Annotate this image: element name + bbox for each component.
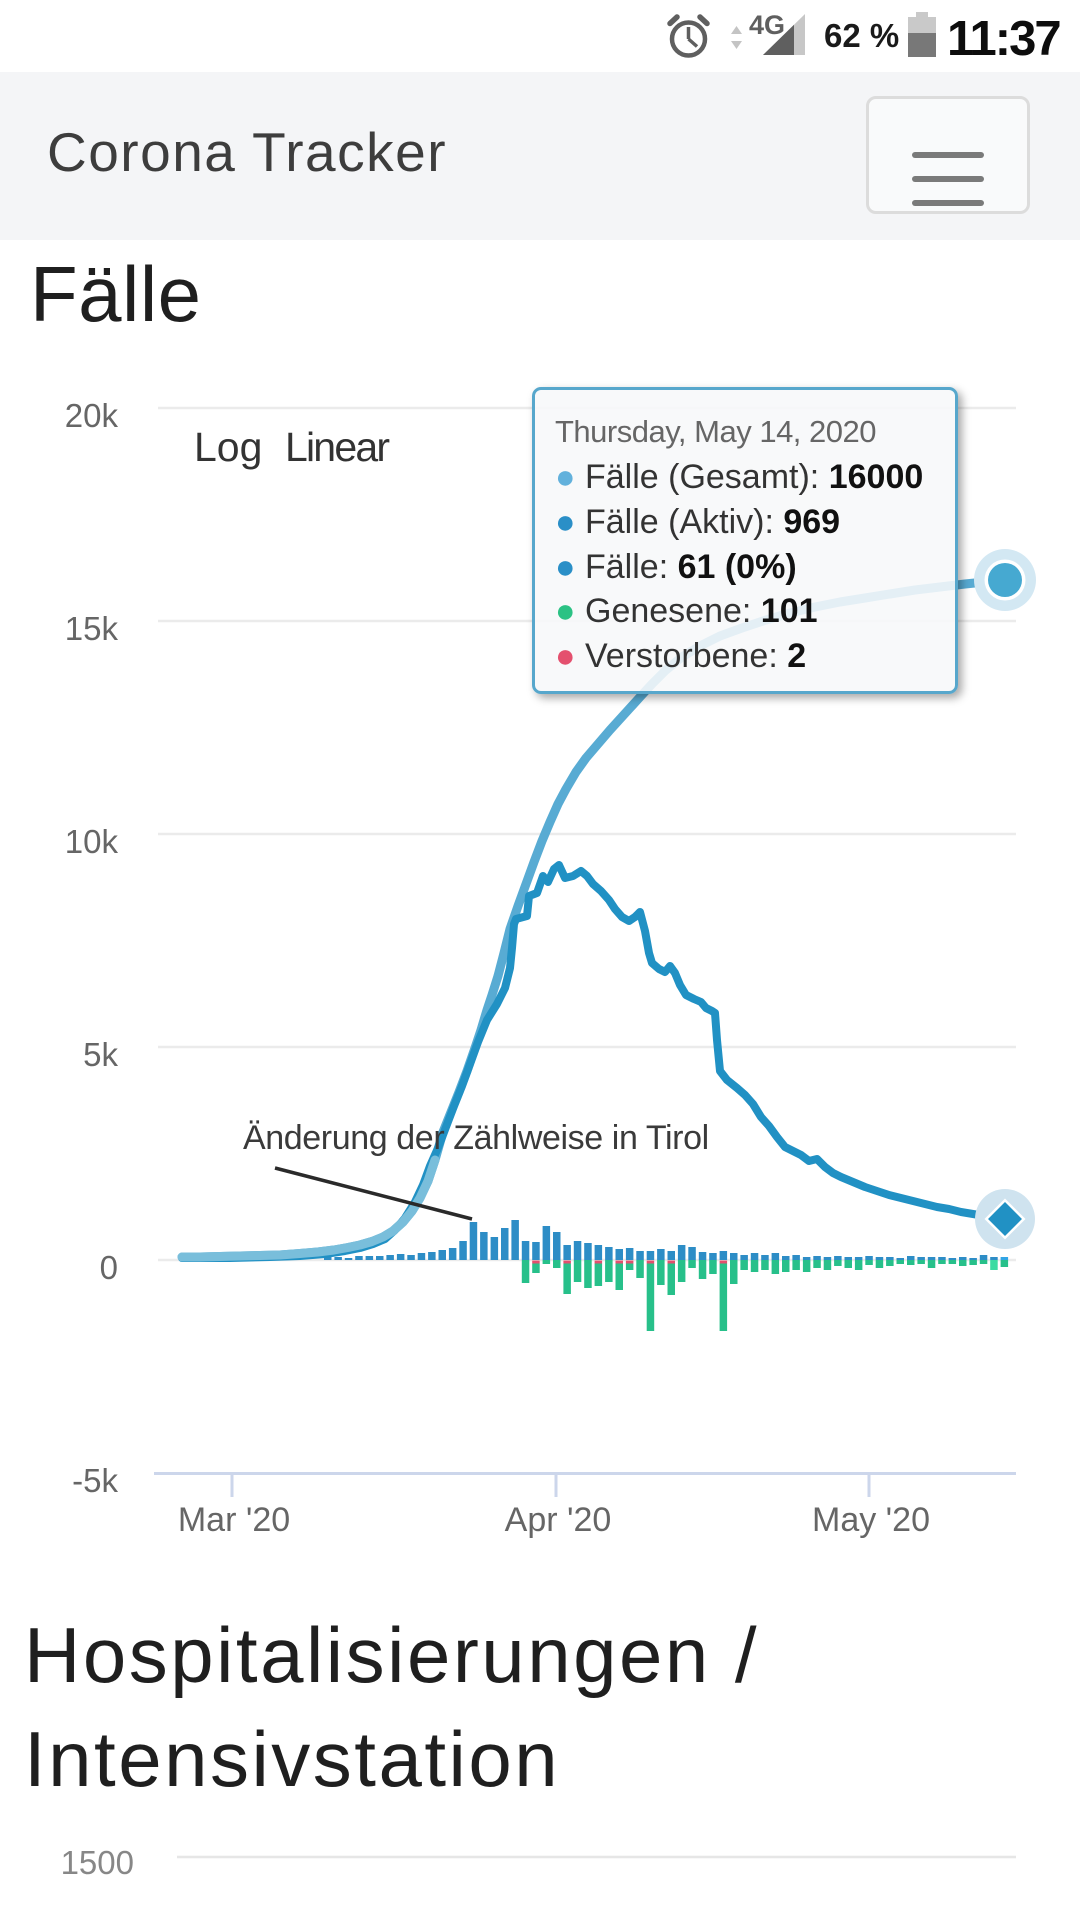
svg-text:Mar '20: Mar '20 [178, 1501, 290, 1539]
svg-text:-5k: -5k [72, 1462, 118, 1499]
svg-text:10k: 10k [65, 823, 119, 860]
svg-text:May '20: May '20 [812, 1501, 930, 1539]
svg-text:20k: 20k [65, 397, 119, 434]
svg-text:1500: 1500 [61, 1844, 134, 1881]
svg-text:Linear: Linear [285, 424, 389, 470]
svg-text:5k: 5k [83, 1036, 118, 1073]
svg-text:Apr '20: Apr '20 [505, 1501, 612, 1539]
svg-text:15k: 15k [65, 610, 119, 647]
svg-text:4G: 4G [749, 10, 785, 40]
svg-text:0: 0 [100, 1249, 118, 1286]
svg-text:Log: Log [194, 424, 262, 470]
